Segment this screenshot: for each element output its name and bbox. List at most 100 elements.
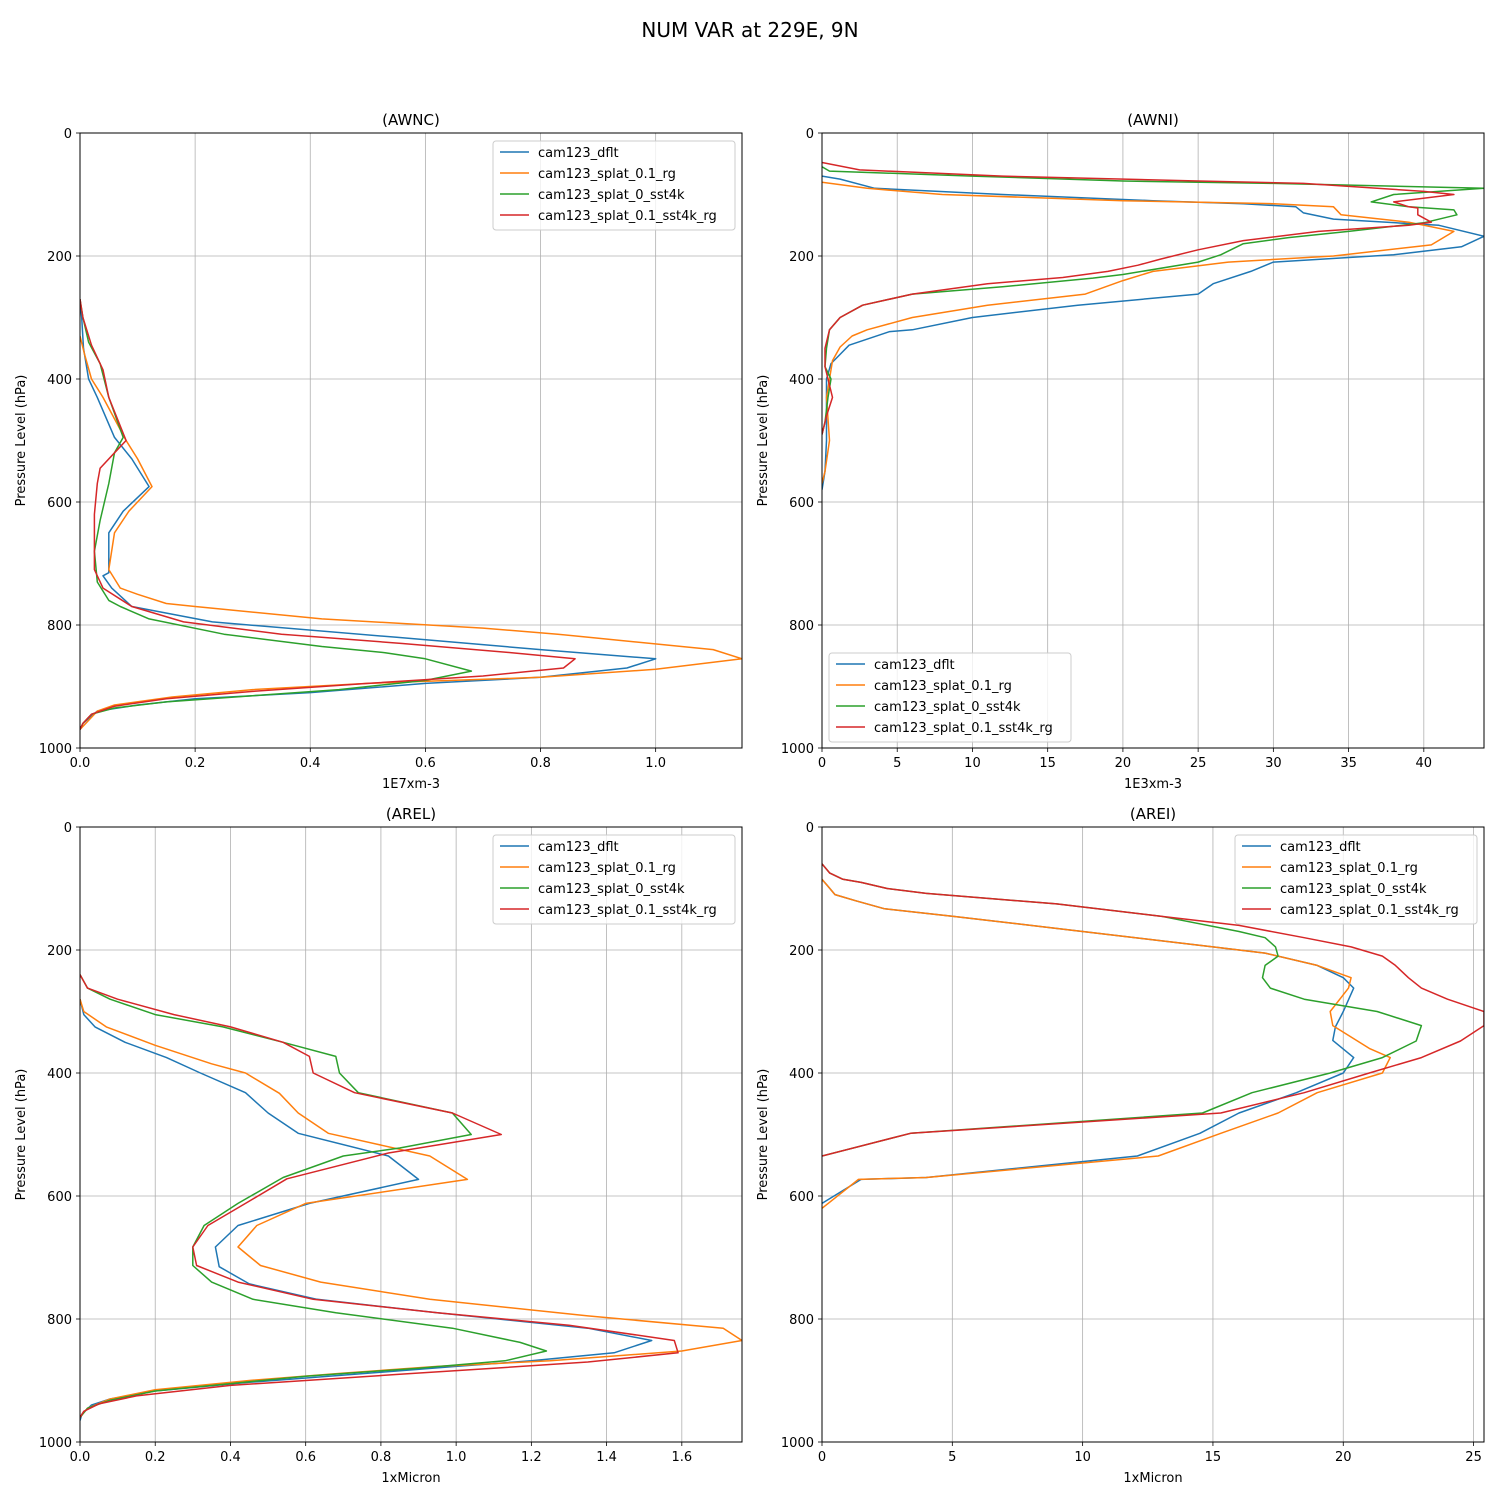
grid-lines xyxy=(821,132,1484,749)
y-axis-label: Pressure Level (hPa) xyxy=(14,1069,29,1201)
x-tick-label: 0 xyxy=(818,756,826,771)
y-tick-label: 200 xyxy=(789,250,814,265)
legend: cam123_dflt cam123_splat_0.1_rg cam123_spl… xyxy=(492,140,736,231)
series-group xyxy=(822,161,1484,490)
x-tick-label: 0.2 xyxy=(185,756,206,771)
y-tick-label: 1000 xyxy=(781,742,814,757)
y-tick-label: 400 xyxy=(47,1067,72,1082)
plot-frame xyxy=(821,132,1485,749)
chart-panel-4: 0 5 10 15 20 25 0 200 400 600 800 1000 (AREI) 1xMicro… xyxy=(756,805,1485,1486)
series-line-cam123_splat_0.1_sst4k_rg xyxy=(80,298,576,730)
y-tick-label: 0 xyxy=(64,127,72,142)
chart-title: (AWNC) xyxy=(382,111,440,129)
x-axis-label: 1xMicron xyxy=(381,1471,440,1486)
y-tick-label: 1000 xyxy=(39,1436,72,1451)
legend-entry-label: cam123_splat_0.1_rg xyxy=(538,861,676,876)
x-tick-label: 1.2 xyxy=(521,1450,542,1465)
legend-entry-label: cam123_splat_0.1_rg xyxy=(538,167,676,182)
chart-title: (AWNI) xyxy=(1127,111,1179,129)
chart-panel-2: 0 5 10 15 20 25 30 35 4002004006008001000(AWNI)1… xyxy=(756,111,1485,792)
x-tick-label: 20 xyxy=(1335,1450,1352,1465)
series-group xyxy=(80,974,742,1421)
legend-entry-label: cam123_splat_0_sst4k xyxy=(538,882,685,897)
y-tick-label: 1000 xyxy=(39,742,72,757)
y-tick-label: 200 xyxy=(789,944,814,959)
series-line-cam123_splat_0.1_sst4k_rg xyxy=(822,161,1455,435)
x-tick-label: 0.6 xyxy=(415,756,436,771)
series-group xyxy=(822,863,1484,1209)
x-tick-label: 0.4 xyxy=(300,756,321,771)
y-tick-label: 400 xyxy=(47,373,72,388)
chart-title: (AREI) xyxy=(1130,805,1176,823)
plot-frame xyxy=(79,826,743,1443)
x-tick-label: 35 xyxy=(1340,756,1357,771)
plot-frame xyxy=(821,826,1485,1443)
y-tick-label: 1000 xyxy=(781,1436,814,1451)
y-tick-label: 600 xyxy=(47,1190,72,1205)
legend: cam123_dflt cam123_splat_0.1_rg cam123_spl… xyxy=(828,652,1072,743)
legend-frame xyxy=(492,834,736,925)
chart-title: (AREL) xyxy=(386,805,436,823)
chart-panel-1: 0.0 0.2 0.4 0.6 0.8 1.0 0 200 400 600 800 1000 (AWNC… xyxy=(14,111,743,792)
y-tick-label: 0 xyxy=(806,821,814,836)
x-axis-label: 1E3xm-3 xyxy=(1124,777,1182,792)
x-tick-label: 0.2 xyxy=(145,1450,166,1465)
y-axis-label: Pressure Level (hPa) xyxy=(756,1069,771,1201)
y-axis-label: Pressure Level (hPa) xyxy=(756,375,771,507)
y-tick-label: 400 xyxy=(789,373,814,388)
y-tick-label: 600 xyxy=(789,496,814,511)
x-tick-label: 1.0 xyxy=(446,1450,467,1465)
series-line-cam123_splat_0_sst4k xyxy=(80,974,548,1418)
legend-entry-label: cam123_splat_0.1_rg xyxy=(874,679,1012,694)
y-tick-label: 0 xyxy=(806,127,814,142)
series-line-cam123_splat_0.1_rg xyxy=(80,335,742,731)
x-tick-label: 0.8 xyxy=(371,1450,392,1465)
x-tick-label: 1.6 xyxy=(671,1450,692,1465)
x-tick-label: 30 xyxy=(1265,756,1282,771)
x-tick-label: 25 xyxy=(1465,1450,1482,1465)
legend-entry-label: cam123_splat_0.1_sst4k_rg xyxy=(538,209,717,224)
x-tick-label: 0.4 xyxy=(220,1450,241,1465)
legend-frame xyxy=(1234,834,1478,925)
y-tick-label: 800 xyxy=(47,619,72,634)
x-tick-label: 0.6 xyxy=(295,1450,316,1465)
legend-entry-label: cam123_dflt xyxy=(1280,840,1361,855)
y-tick-label: 400 xyxy=(789,1067,814,1082)
x-axis-label: 1E7xm-3 xyxy=(382,777,440,792)
x-tick-label: 1.0 xyxy=(645,756,666,771)
x-tick-label: 20 xyxy=(1115,756,1132,771)
legend-entry-label: cam123_splat_0.1_sst4k_rg xyxy=(538,903,717,918)
series-line-cam123_splat_0.1_sst4k_rg xyxy=(822,863,1484,1157)
x-tick-label: 15 xyxy=(1039,756,1056,771)
legend-entry-label: cam123_splat_0_sst4k xyxy=(1280,882,1427,897)
legend: cam123_dflt cam123_splat_0.1_rg cam123_spl… xyxy=(1234,834,1478,925)
legend-entry-label: cam123_splat_0_sst4k xyxy=(874,700,1021,715)
x-tick-label: 25 xyxy=(1190,756,1207,771)
series-line-cam123_splat_0_sst4k xyxy=(822,166,1484,435)
x-tick-label: 40 xyxy=(1416,756,1433,771)
figure-suptitle: NUM VAR at 229E, 9N xyxy=(641,18,858,42)
y-tick-label: 800 xyxy=(47,1313,72,1328)
y-tick-label: 800 xyxy=(789,619,814,634)
legend-entry-label: cam123_splat_0_sst4k xyxy=(538,188,685,203)
legend-entry-label: cam123_splat_0.1_sst4k_rg xyxy=(874,721,1053,736)
legend-frame xyxy=(492,140,736,231)
series-group xyxy=(80,298,742,731)
legend-frame xyxy=(828,652,1072,743)
x-tick-label: 10 xyxy=(1074,1450,1091,1465)
y-tick-label: 800 xyxy=(789,1313,814,1328)
y-tick-label: 200 xyxy=(47,944,72,959)
plot-frame xyxy=(79,132,743,749)
x-tick-label: 0 xyxy=(818,1450,826,1465)
legend-entry-label: cam123_dflt xyxy=(538,840,619,855)
chart-panel-3: 0.0 0.2 0.4 0.6 0.8 1.0 1.2 1.4 1.6 0 200 400 600 800… xyxy=(14,805,743,1486)
x-tick-label: 5 xyxy=(893,756,901,771)
legend-entry-label: cam123_dflt xyxy=(874,658,955,673)
legend-entry-label: cam123_dflt xyxy=(538,146,619,161)
x-tick-label: 0.0 xyxy=(70,756,91,771)
y-tick-label: 600 xyxy=(789,1190,814,1205)
x-tick-label: 10 xyxy=(964,756,981,771)
y-tick-label: 200 xyxy=(47,250,72,265)
legend-entry-label: cam123_splat_0.1_sst4k_rg xyxy=(1280,903,1459,918)
series-line-cam123_splat_0.1_rg xyxy=(822,878,1391,1209)
